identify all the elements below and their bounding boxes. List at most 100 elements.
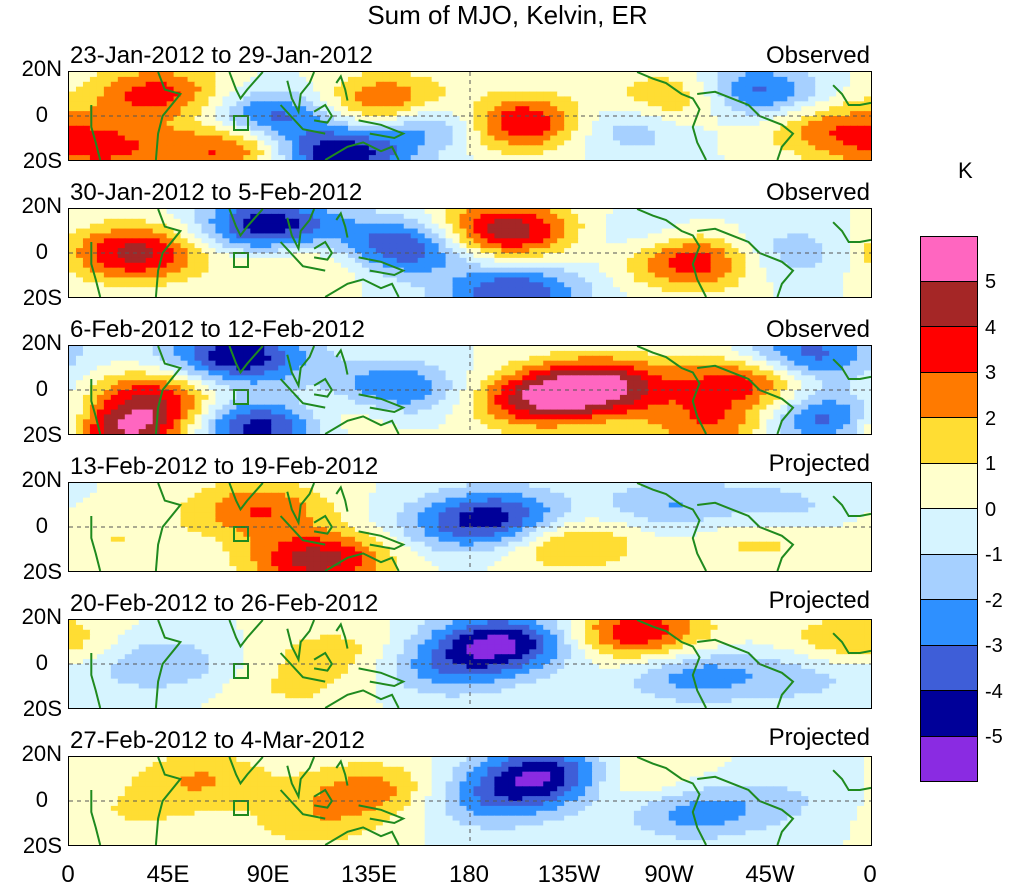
contour-cell bbox=[731, 282, 740, 288]
contour-cell bbox=[745, 248, 754, 254]
contour-cell bbox=[452, 96, 461, 102]
contour-cell bbox=[745, 91, 754, 98]
contour-cell bbox=[417, 111, 426, 117]
contour-cell bbox=[703, 253, 712, 259]
contour-cell bbox=[599, 72, 607, 78]
contour-cell bbox=[89, 277, 98, 283]
contour-cell bbox=[117, 116, 126, 122]
contour-cell bbox=[501, 375, 509, 381]
contour-cell bbox=[75, 282, 84, 288]
contour-cell bbox=[264, 135, 272, 142]
contour-cell bbox=[738, 130, 747, 137]
contour-cell bbox=[829, 116, 837, 122]
contour-cell bbox=[96, 81, 105, 88]
contour-cell bbox=[731, 111, 740, 117]
contour-cell bbox=[152, 106, 161, 112]
contour-cell bbox=[396, 355, 405, 362]
contour-cell bbox=[494, 257, 502, 264]
contour-cell bbox=[731, 86, 740, 93]
contour-cell bbox=[592, 213, 600, 220]
contour-cell bbox=[368, 76, 377, 83]
contour-cell bbox=[522, 262, 530, 269]
contour-cell bbox=[522, 233, 530, 239]
contour-cell bbox=[166, 350, 175, 357]
contour-cell bbox=[766, 223, 774, 230]
contour-cell bbox=[292, 272, 300, 279]
contour-cell bbox=[661, 243, 670, 249]
contour-cell bbox=[543, 223, 551, 230]
contour-cell bbox=[347, 120, 356, 127]
contour-cell bbox=[794, 81, 802, 88]
contour-cell bbox=[173, 346, 182, 352]
contour-cell bbox=[724, 277, 733, 283]
contour-cell bbox=[647, 116, 656, 122]
contour-cell bbox=[550, 360, 558, 367]
contour-cell bbox=[138, 218, 147, 225]
contour-cell bbox=[773, 76, 781, 83]
contour-cell bbox=[278, 360, 286, 367]
contour-cell bbox=[313, 370, 321, 376]
contour-cell bbox=[389, 111, 398, 117]
contour-cell bbox=[292, 267, 300, 274]
contour-cell bbox=[361, 282, 370, 288]
contour-cell bbox=[864, 248, 871, 254]
contour-cell bbox=[424, 125, 433, 132]
contour-cell bbox=[396, 346, 405, 352]
contour-cell bbox=[306, 130, 314, 137]
contour-cell bbox=[571, 282, 579, 288]
contour-cell bbox=[668, 150, 677, 156]
contour-cell bbox=[724, 120, 733, 127]
contour-cell bbox=[236, 287, 244, 293]
contour-cell bbox=[334, 106, 342, 112]
contour-cell bbox=[208, 135, 217, 142]
contour-cell bbox=[738, 116, 747, 122]
contour-cell bbox=[215, 130, 224, 137]
contour-cell bbox=[117, 106, 126, 112]
contour-cell bbox=[710, 233, 719, 239]
contour-cell bbox=[299, 238, 307, 244]
contour-cell bbox=[473, 223, 482, 230]
contour-cell bbox=[389, 86, 398, 93]
contour-cell bbox=[285, 262, 293, 269]
contour-cell bbox=[640, 267, 649, 274]
contour-cell bbox=[703, 111, 712, 117]
contour-cell bbox=[131, 292, 140, 297]
contour-cell bbox=[173, 238, 182, 244]
contour-cell bbox=[501, 370, 509, 376]
contour-cell bbox=[340, 375, 349, 381]
contour-cell bbox=[682, 243, 691, 249]
contour-cell bbox=[494, 287, 502, 293]
contour-cell bbox=[550, 81, 558, 88]
contour-cell bbox=[138, 346, 147, 352]
contour-cell bbox=[375, 228, 384, 235]
contour-cell bbox=[159, 213, 168, 220]
contour-cell bbox=[299, 233, 307, 239]
contour-cell bbox=[626, 228, 635, 235]
contour-cell bbox=[794, 106, 802, 112]
contour-cell bbox=[410, 243, 419, 249]
contour-cell bbox=[585, 135, 593, 142]
contour-cell bbox=[292, 209, 300, 215]
contour-cell bbox=[724, 72, 733, 78]
contour-cell bbox=[187, 116, 196, 122]
contour-cell bbox=[626, 223, 635, 230]
contour-cell bbox=[578, 91, 586, 98]
contour-cell bbox=[857, 72, 865, 78]
contour-cell bbox=[515, 233, 523, 239]
contour-cell bbox=[459, 360, 468, 367]
contour-cell bbox=[612, 223, 621, 230]
contour-cell bbox=[424, 375, 433, 381]
contour-cell bbox=[599, 140, 607, 146]
contour-cell bbox=[605, 150, 614, 156]
contour-cell bbox=[731, 106, 740, 112]
contour-cell bbox=[808, 130, 816, 137]
contour-cell bbox=[724, 130, 733, 137]
contour-cell bbox=[431, 140, 440, 146]
contour-cell bbox=[682, 287, 691, 293]
contour-cell bbox=[850, 350, 858, 357]
contour-cell bbox=[320, 106, 328, 112]
contour-cell bbox=[466, 81, 475, 88]
coastline bbox=[324, 278, 400, 297]
contour-cell bbox=[592, 257, 600, 264]
contour-cell bbox=[110, 267, 119, 274]
